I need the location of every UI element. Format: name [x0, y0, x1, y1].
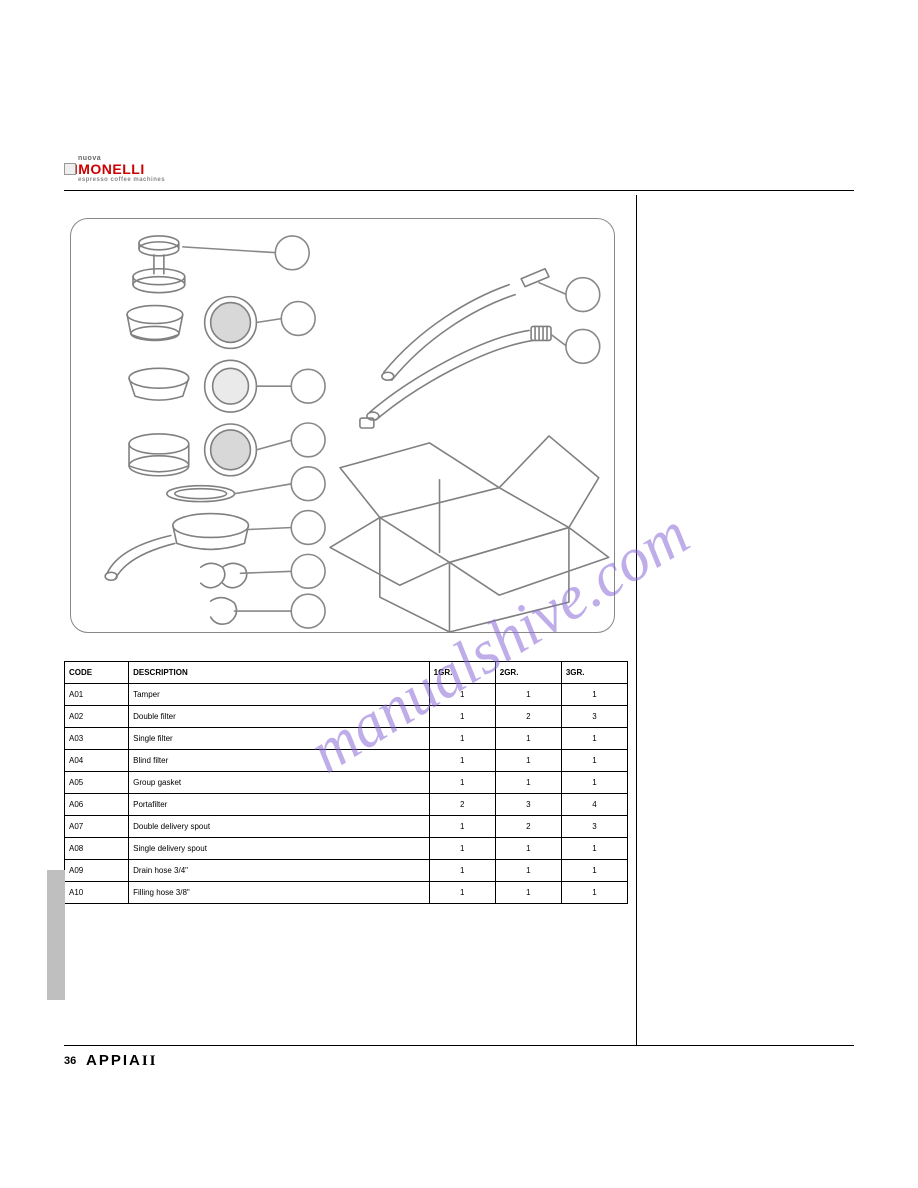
col-desc: DESCRIPTION	[129, 662, 430, 684]
column-divider	[636, 195, 637, 1045]
table-row: A07Double delivery spout123	[65, 816, 628, 838]
cell-code: A05	[65, 772, 129, 794]
col-1gr: 1GR.	[429, 662, 495, 684]
cell-qty: 1	[429, 706, 495, 728]
cell-desc: Tamper	[129, 684, 430, 706]
item-single-spout	[211, 598, 237, 625]
brand-line2: SIMONELLI	[64, 161, 145, 177]
accessory-svg	[71, 219, 614, 632]
cell-qty: 1	[495, 728, 561, 750]
item-tamper	[133, 236, 185, 293]
cell-desc: Single delivery spout	[129, 838, 430, 860]
cell-code: A01	[65, 684, 129, 706]
cell-qty: 1	[561, 772, 627, 794]
product-name: APPIA	[86, 1052, 142, 1069]
cell-qty: 4	[561, 794, 627, 816]
cell-qty: 3	[495, 794, 561, 816]
accessory-diagram	[70, 218, 615, 633]
cell-desc: Group gasket	[129, 772, 430, 794]
header-rule	[64, 190, 854, 191]
cell-desc: Double delivery spout	[129, 816, 430, 838]
cell-code: A04	[65, 750, 129, 772]
cell-desc: Blind filter	[129, 750, 430, 772]
item-double-spout	[201, 563, 247, 587]
item-double-filter	[127, 297, 256, 349]
cell-qty: 1	[495, 882, 561, 904]
cell-qty: 1	[495, 750, 561, 772]
table-row: A08Single delivery spout111	[65, 838, 628, 860]
cell-code: A10	[65, 882, 129, 904]
language-tab: ENGLISH	[47, 870, 65, 1000]
cell-qty: 1	[429, 750, 495, 772]
item-single-filter	[129, 360, 256, 412]
cell-qty: 1	[429, 684, 495, 706]
col-3gr: 3GR.	[561, 662, 627, 684]
brand-glyph-icon	[64, 163, 76, 175]
col-2gr: 2GR.	[495, 662, 561, 684]
cell-qty: 1	[561, 838, 627, 860]
cell-qty: 1	[561, 860, 627, 882]
cell-qty: 3	[561, 706, 627, 728]
cell-qty: 1	[429, 816, 495, 838]
brand-logo: nuova SIMONELLI espresso coffee machines	[64, 155, 165, 183]
item-fill-hose	[360, 326, 551, 428]
cell-qty: 1	[495, 838, 561, 860]
cell-code: A06	[65, 794, 129, 816]
col-code: CODE	[65, 662, 129, 684]
cell-code: A08	[65, 838, 129, 860]
brand-tagline: espresso coffee machines	[78, 177, 165, 183]
cell-qty: 1	[429, 882, 495, 904]
cell-qty: 1	[429, 838, 495, 860]
page-number: 36	[64, 1055, 76, 1067]
cell-desc: Drain hose 3/4"	[129, 860, 430, 882]
cell-qty: 1	[495, 772, 561, 794]
cell-code: A07	[65, 816, 129, 838]
footer-rule	[64, 1045, 854, 1046]
cell-code: A03	[65, 728, 129, 750]
open-box-icon	[330, 436, 609, 632]
item-blind-filter	[129, 424, 256, 476]
language-tab-label: ENGLISH	[32, 907, 42, 954]
table-row: A02Double filter123	[65, 706, 628, 728]
table-row: A10Filling hose 3/8"111	[65, 882, 628, 904]
cell-qty: 1	[495, 860, 561, 882]
cell-qty: 1	[429, 860, 495, 882]
cell-qty: 1	[561, 684, 627, 706]
cell-desc: Filling hose 3/8"	[129, 882, 430, 904]
cell-qty: 2	[429, 794, 495, 816]
table-row: A09Drain hose 3/4"111	[65, 860, 628, 882]
cell-desc: Single filter	[129, 728, 430, 750]
table-row: A01Tamper111	[65, 684, 628, 706]
cell-qty: 1	[429, 728, 495, 750]
table-row: A05Group gasket111	[65, 772, 628, 794]
item-gasket	[167, 486, 235, 502]
product-suffix: II	[142, 1053, 158, 1069]
cell-desc: Double filter	[129, 706, 430, 728]
cell-qty: 1	[495, 684, 561, 706]
cell-qty: 2	[495, 816, 561, 838]
cell-qty: 1	[429, 772, 495, 794]
cell-qty: 3	[561, 816, 627, 838]
product-logo: APPIAII	[86, 1052, 158, 1070]
item-portafilter	[105, 514, 248, 581]
cell-qty: 1	[561, 882, 627, 904]
table-row: A03Single filter111	[65, 728, 628, 750]
parts-table: CODE DESCRIPTION 1GR. 2GR. 3GR. A01Tampe…	[64, 661, 628, 904]
cell-qty: 1	[561, 750, 627, 772]
cell-qty: 2	[495, 706, 561, 728]
cell-qty: 1	[561, 728, 627, 750]
cell-code: A09	[65, 860, 129, 882]
cell-code: A02	[65, 706, 129, 728]
table-header-row: CODE DESCRIPTION 1GR. 2GR. 3GR.	[65, 662, 628, 684]
cell-desc: Portafilter	[129, 794, 430, 816]
table-row: A06Portafilter234	[65, 794, 628, 816]
table-row: A04Blind filter111	[65, 750, 628, 772]
